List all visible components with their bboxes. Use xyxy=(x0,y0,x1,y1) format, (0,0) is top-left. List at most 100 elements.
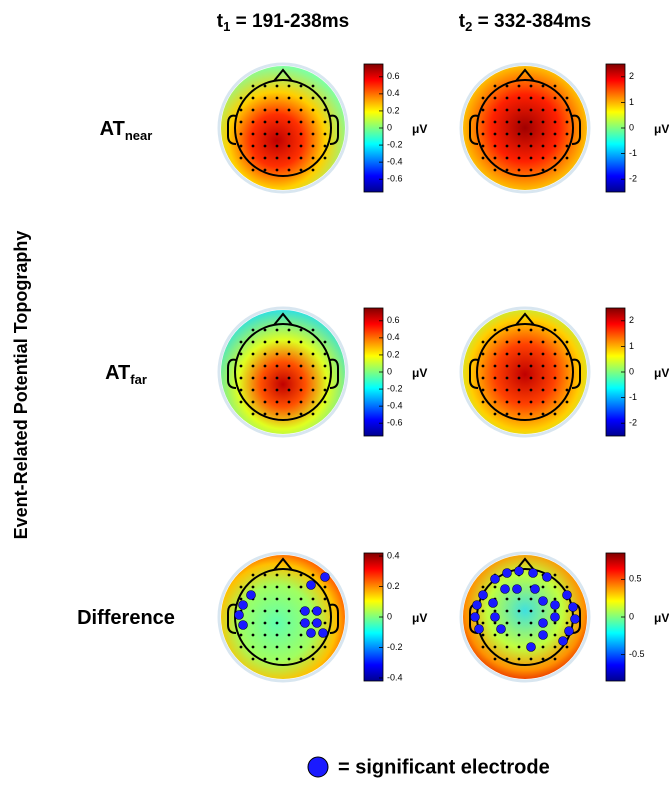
electrode xyxy=(481,633,485,637)
electrode xyxy=(263,84,267,88)
electrode xyxy=(529,412,533,416)
electrode xyxy=(311,84,315,88)
electrode xyxy=(311,120,315,124)
electrode xyxy=(239,96,243,100)
electrode xyxy=(311,376,315,380)
colorbar-tick-label: 0.6 xyxy=(387,315,400,325)
electrode xyxy=(553,597,557,601)
y-axis-title: Event-Related Potential Topography xyxy=(11,231,31,540)
electrode xyxy=(481,376,485,380)
electrode xyxy=(275,585,279,589)
electrode xyxy=(287,96,291,100)
electrode xyxy=(517,633,521,637)
electrode xyxy=(287,132,291,136)
electrode xyxy=(553,388,557,392)
electrode xyxy=(517,84,521,88)
electrode xyxy=(239,400,243,404)
colorbar-tick-label: 0.2 xyxy=(387,105,400,115)
electrode xyxy=(275,168,279,172)
electrode xyxy=(541,96,545,100)
electrode xyxy=(541,388,545,392)
head-outline xyxy=(476,323,574,421)
electrode xyxy=(553,364,557,368)
row-label-main: AT xyxy=(100,118,125,140)
electrode xyxy=(553,352,557,356)
electrode xyxy=(505,376,509,380)
row-label: Difference xyxy=(77,607,175,629)
significant-electrode xyxy=(490,612,500,622)
electrode xyxy=(323,340,327,344)
colorbar-tick-label: 0 xyxy=(629,611,634,621)
electrode xyxy=(529,609,533,613)
electrode xyxy=(299,352,303,356)
significant-electrode xyxy=(562,590,572,600)
electrode xyxy=(529,400,533,404)
electrode xyxy=(263,412,267,416)
electrode xyxy=(505,388,509,392)
electrode xyxy=(323,156,327,160)
electrode xyxy=(517,388,521,392)
electrode xyxy=(553,609,557,613)
colorbar-tick-label: 1 xyxy=(629,97,634,107)
significant-electrode xyxy=(500,584,510,594)
row-label-main: Difference xyxy=(77,607,175,629)
electrode xyxy=(505,328,509,332)
electrode xyxy=(505,156,509,160)
electrode xyxy=(505,168,509,172)
significant-electrode xyxy=(538,596,548,606)
electrode xyxy=(311,364,315,368)
electrode xyxy=(299,364,303,368)
electrode xyxy=(311,657,315,661)
electrode xyxy=(517,597,521,601)
row-label: ATnear xyxy=(100,118,153,143)
colorbar-tick-label: -0.6 xyxy=(387,174,403,184)
electrode xyxy=(505,144,509,148)
header-subscript: 2 xyxy=(465,19,472,34)
electrode xyxy=(299,120,303,124)
electrode xyxy=(239,388,243,392)
electrode xyxy=(275,573,279,577)
electrode xyxy=(287,609,291,613)
electrode xyxy=(299,96,303,100)
electrode xyxy=(529,84,533,88)
electrode xyxy=(565,376,569,380)
electrode xyxy=(481,352,485,356)
electrode xyxy=(323,120,327,124)
electrode xyxy=(251,120,255,124)
significant-electrode xyxy=(474,624,484,634)
ear-left xyxy=(227,358,237,389)
electrode xyxy=(565,400,569,404)
electrode xyxy=(553,168,557,172)
colorbar-tick-label: 0.2 xyxy=(387,581,400,591)
row-label: ATfar xyxy=(105,362,147,387)
electrode xyxy=(529,168,533,172)
electrode xyxy=(239,156,243,160)
electrode xyxy=(239,340,243,344)
electrode xyxy=(565,132,569,136)
electrode xyxy=(493,352,497,356)
electrode xyxy=(299,412,303,416)
electrode xyxy=(263,376,267,380)
electrode xyxy=(517,609,521,613)
electrode xyxy=(505,645,509,649)
topomap xyxy=(463,555,587,679)
electrode xyxy=(323,585,327,589)
significant-electrode xyxy=(568,602,578,612)
electrode xyxy=(251,328,255,332)
colorbar-tick-label: 0.5 xyxy=(629,574,642,584)
electrode xyxy=(505,633,509,637)
electrode xyxy=(517,144,521,148)
legend-marker xyxy=(307,756,329,778)
electrode xyxy=(565,609,569,613)
electrode xyxy=(493,156,497,160)
significant-electrode xyxy=(306,580,316,590)
electrode xyxy=(517,132,521,136)
significant-electrode xyxy=(570,614,580,624)
colorbar-tick-label: 0.2 xyxy=(387,349,400,359)
header-subscript: 1 xyxy=(223,19,230,34)
electrode xyxy=(323,144,327,148)
electrode xyxy=(529,120,533,124)
electrode xyxy=(299,144,303,148)
electrode xyxy=(529,156,533,160)
colorbar-tick-label: -0.2 xyxy=(387,383,403,393)
